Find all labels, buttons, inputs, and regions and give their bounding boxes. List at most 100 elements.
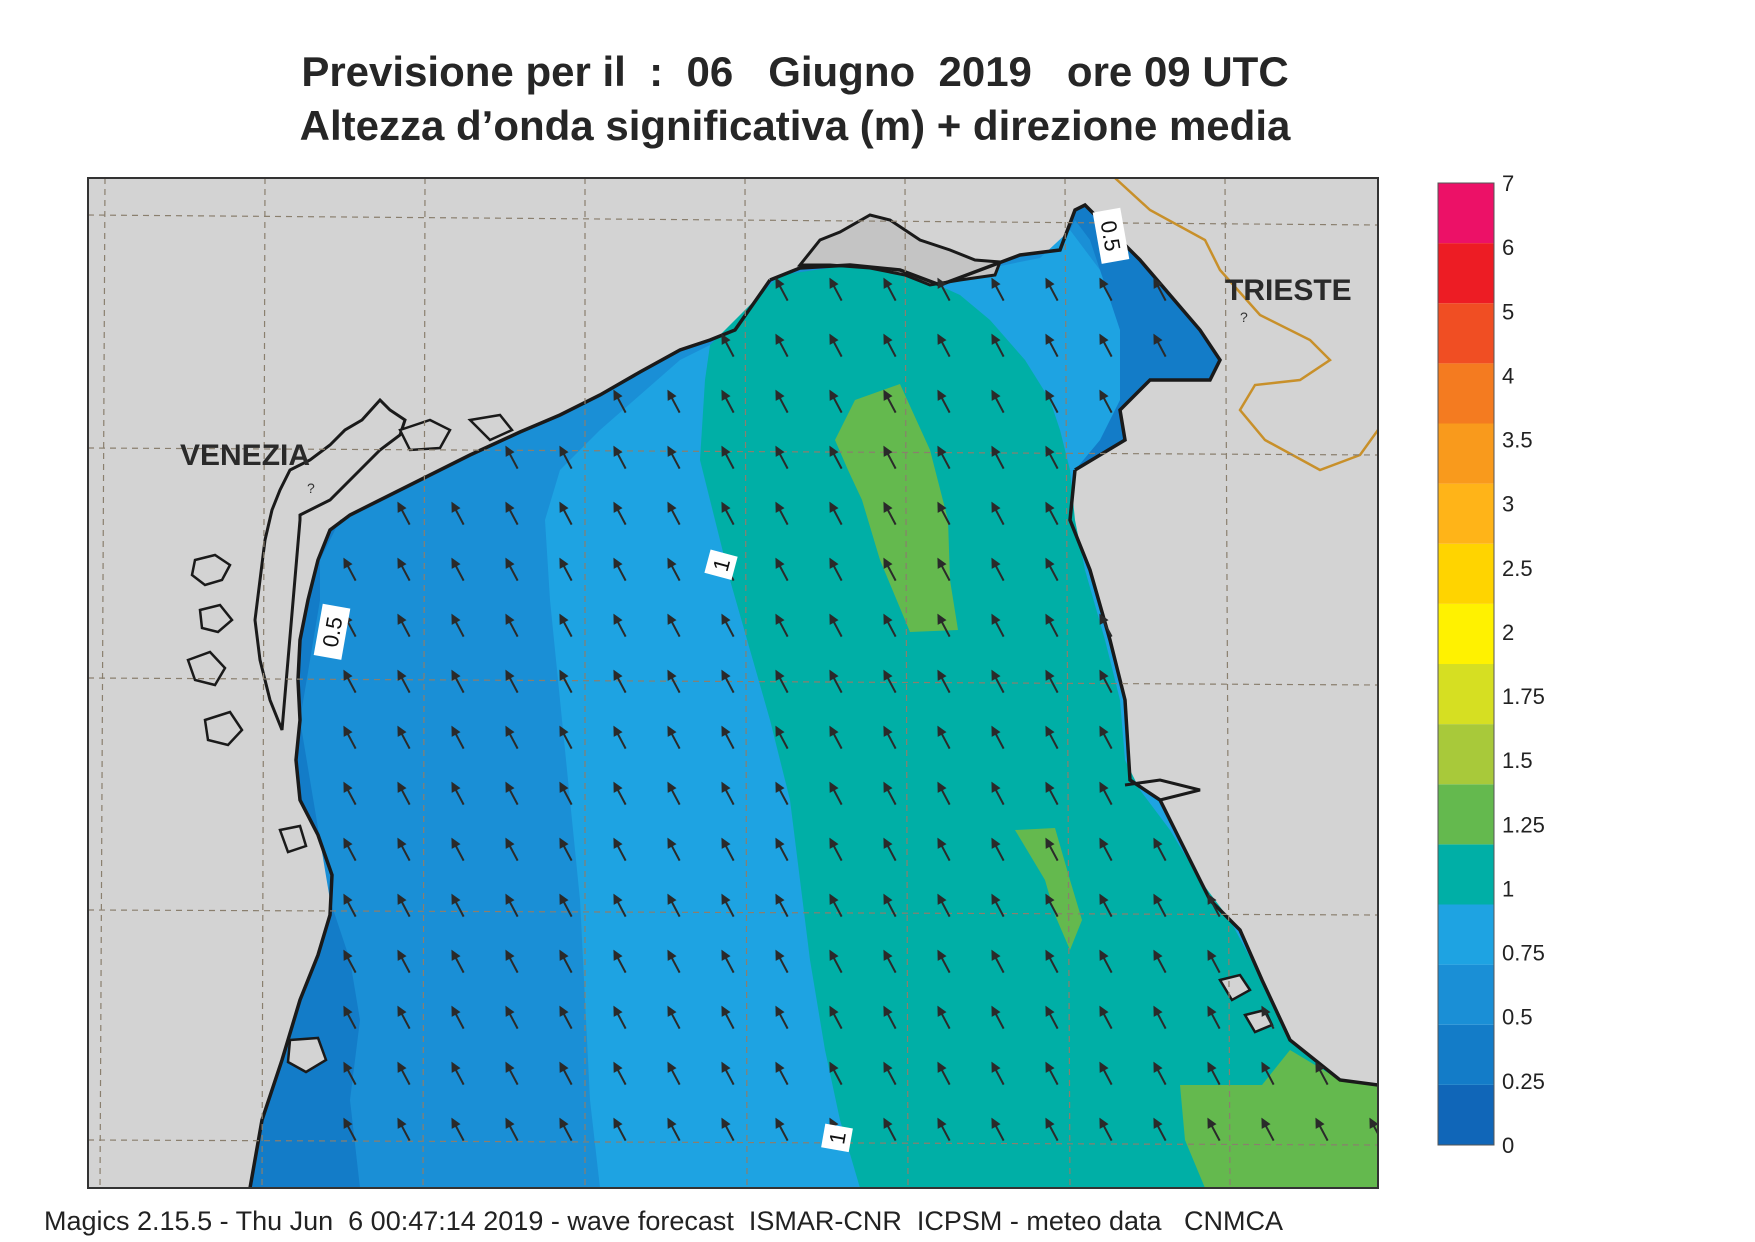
wave-arrow [1099, 669, 1113, 694]
wave-arrow [937, 277, 951, 302]
wave-arrow [559, 669, 573, 694]
wave-arrow [451, 501, 465, 526]
legend-tick-label: 7 [1502, 171, 1514, 196]
wave-arrow [451, 837, 465, 862]
legend-swatch [1438, 1084, 1494, 1145]
wave-arrow [1153, 1005, 1167, 1030]
wave-zone-1.25-southeast [1180, 1050, 1378, 1188]
legend-swatch [1438, 904, 1494, 965]
wave-arrow [667, 1061, 681, 1086]
wave-arrow [1261, 1061, 1275, 1086]
wave-arrow [721, 1061, 735, 1086]
map-area: 0.5 0.5 1 1 VENEZIA ? TRIESTE ? [88, 178, 1378, 1188]
wave-arrow [1099, 1005, 1113, 1030]
wave-arrow [613, 445, 627, 470]
wave-arrow [667, 781, 681, 806]
wave-arrow [829, 277, 843, 302]
wave-direction-arrows [343, 277, 1378, 1142]
wave-arrow [1261, 1117, 1275, 1142]
wave-arrow [991, 389, 1005, 414]
wave-arrow [1153, 1117, 1167, 1142]
wave-arrow [613, 1117, 627, 1142]
wave-arrow [937, 669, 951, 694]
wave-arrow [937, 725, 951, 750]
wave-arrow [937, 613, 951, 638]
wave-arrow [775, 501, 789, 526]
wave-arrow [613, 1061, 627, 1086]
wave-arrow [721, 501, 735, 526]
wave-arrow [1045, 333, 1059, 358]
wave-arrow [991, 501, 1005, 526]
wave-arrow [397, 837, 411, 862]
wave-arrow [613, 837, 627, 862]
wave-arrow [397, 613, 411, 638]
wave-arrow [829, 557, 843, 582]
wave-arrow [397, 893, 411, 918]
wave-arrow [829, 949, 843, 974]
wave-arrow [1153, 1061, 1167, 1086]
wave-arrow [1045, 1005, 1059, 1030]
legend-swatch [1438, 664, 1494, 725]
wave-zone-1.25-north [835, 384, 958, 632]
national-border [1114, 178, 1378, 472]
wave-arrow [775, 725, 789, 750]
wave-arrow [829, 613, 843, 638]
wave-arrow [343, 781, 357, 806]
wave-arrow [775, 669, 789, 694]
wave-arrow [1045, 1117, 1059, 1142]
map-frame [87, 177, 1379, 1189]
wave-arrow [775, 277, 789, 302]
wave-arrow [829, 1005, 843, 1030]
legend-swatch [1438, 483, 1494, 544]
coastline-north [769, 202, 1223, 472]
wave-arrow [937, 389, 951, 414]
legend-swatch [1438, 363, 1494, 424]
wave-arrow [883, 613, 897, 638]
map-subtitle: Altezza d’onda significativa (m) + direz… [299, 102, 1291, 149]
wave-arrow [1099, 781, 1113, 806]
wave-arrow [883, 277, 897, 302]
wave-arrow [721, 1005, 735, 1030]
wave-arrow [451, 1061, 465, 1086]
legend-swatch [1438, 183, 1494, 244]
wave-arrow [721, 893, 735, 918]
wave-arrow [991, 557, 1005, 582]
wave-arrow [721, 949, 735, 974]
wave-arrow [721, 1117, 735, 1142]
wave-arrow [883, 837, 897, 862]
wave-arrow [1315, 1117, 1329, 1142]
istria-cape [1124, 778, 1201, 802]
wave-arrow [559, 501, 573, 526]
wave-arrow [1099, 613, 1113, 638]
legend-tick-label: 0.75 [1502, 941, 1545, 966]
legend-tick-label: 6 [1502, 235, 1514, 260]
wave-arrow [883, 389, 897, 414]
wave-arrow [1045, 837, 1059, 862]
wave-arrow [667, 613, 681, 638]
wave-arrow [343, 725, 357, 750]
wave-arrow [397, 725, 411, 750]
wave-arrow [667, 725, 681, 750]
wave-arrow [343, 557, 357, 582]
city-marker-venezia: ? [307, 480, 315, 496]
legend-swatch [1438, 243, 1494, 304]
lagoon-islands [186, 413, 514, 1074]
wave-arrow [1153, 893, 1167, 918]
wave-arrow [775, 613, 789, 638]
wave-arrow [991, 1005, 1005, 1030]
wave-arrow [505, 1005, 519, 1030]
map-title: Previsione per il : 06 Giugno 2019 ore 0… [301, 48, 1289, 95]
city-label-trieste: TRIESTE [1225, 274, 1352, 307]
wave-arrow [1207, 1117, 1221, 1142]
wave-arrow [937, 837, 951, 862]
legend-tick-label: 2.5 [1502, 556, 1533, 581]
wave-arrow [505, 501, 519, 526]
legend-swatch [1438, 303, 1494, 364]
wave-arrow [775, 1061, 789, 1086]
wave-arrow [397, 1117, 411, 1142]
wave-arrow [1099, 389, 1113, 414]
wave-arrow [1261, 1005, 1275, 1030]
wave-arrow [883, 893, 897, 918]
wave-arrow [505, 837, 519, 862]
contour-label: 0.5 [1096, 219, 1126, 253]
